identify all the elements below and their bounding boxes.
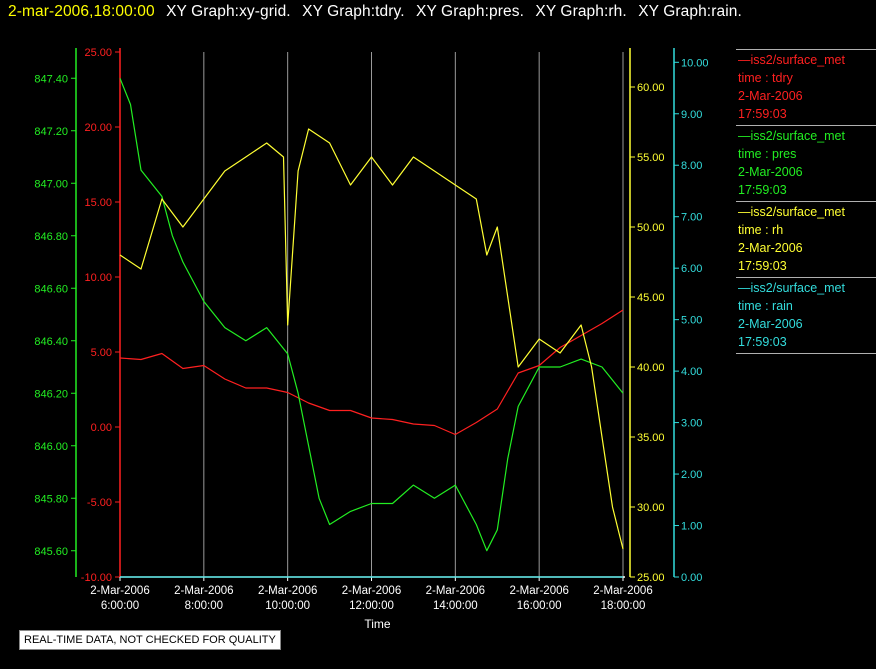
legend-entry-tdry[interactable]: —iss2/surface_met time : tdry 2-Mar-2006… [736,49,876,125]
tdry-tick-label-4: 10.00 [84,272,112,284]
rh-tick-label-2: 35.00 [637,432,665,444]
x-axis-title: Time [364,617,391,631]
title-graph-pres[interactable]: XY Graph:pres. [416,3,524,20]
rain-tick-label-7: 7.00 [681,212,702,224]
pres-tick-label-2: 846.00 [34,441,68,453]
x-tick-label-date-3: 2-Mar-2006 [342,585,401,597]
rh-tick-label-0: 25.00 [637,572,665,584]
legend-rain-date: 2-Mar-2006 [738,317,803,331]
x-tick-label-date-4: 2-Mar-2006 [426,585,485,597]
series-line-rh [119,128,624,550]
rh-tick-label-3: 40.00 [637,362,665,374]
rh-tick-label-1: 30.00 [637,502,665,514]
legend-rh-var: time : rh [738,223,784,237]
tdry-tick-label-7: 25.00 [84,47,112,59]
pres-tick-label-7: 847.00 [34,178,68,190]
graph-title-bar: 2-mar-2006,18:00:00 XY Graph:xy-grid. XY… [8,3,749,21]
legend-tdry-date: 2-Mar-2006 [738,89,803,103]
legend-rain-time: 17:59:03 [738,335,787,349]
legend-rh-time: 17:59:03 [738,259,787,273]
tdry-tick-label-2: 0.00 [91,422,112,434]
rain-tick-label-9: 9.00 [681,109,702,121]
rain-tick-label-1: 1.00 [681,521,702,533]
legend-rain-var: time : rain [738,299,793,313]
pres-tick-label-4: 846.40 [34,336,68,348]
x-tick-label-time-5: 16:00:00 [517,600,562,612]
title-graph-tdry[interactable]: XY Graph:tdry. [302,3,405,20]
rain-tick-label-10: 10.00 [681,57,709,69]
title-graph-xy-grid[interactable]: XY Graph:xy-grid. [166,3,291,20]
x-tick-label-date-6: 2-Mar-2006 [593,585,652,597]
tdry-tick-label-0: -10.00 [81,572,112,584]
legend-pres-var: time : pres [738,147,797,161]
x-tick-label-date-0: 2-Mar-2006 [90,585,149,597]
legend-entry-rh[interactable]: —iss2/surface_met time : rh 2-Mar-2006 1… [736,201,876,277]
title-graph-rain[interactable]: XY Graph:rain. [638,3,742,20]
rh-tick-label-6: 55.00 [637,152,665,164]
rain-tick-label-3: 3.00 [681,418,702,430]
legend: —iss2/surface_met time : tdry 2-Mar-2006… [736,49,876,354]
tdry-tick-label-6: 20.00 [84,122,112,134]
pres-tick-label-6: 846.80 [34,231,68,243]
legend-pres-date: 2-Mar-2006 [738,165,803,179]
rh-tick-label-5: 50.00 [637,222,665,234]
series-line-tdry [119,309,624,436]
x-tick-label-date-5: 2-Mar-2006 [509,585,568,597]
legend-rh-source: —iss2/surface_met [738,205,845,219]
rh-tick-label-7: 60.00 [637,82,665,94]
legend-tdry-source: —iss2/surface_met [738,53,845,67]
legend-tdry-time: 17:59:03 [738,107,787,121]
pres-tick-label-1: 845.80 [34,493,68,505]
x-tick-label-date-1: 2-Mar-2006 [174,585,233,597]
tdry-tick-label-5: 15.00 [84,197,112,209]
title-datetime: 2-mar-2006,18:00:00 [8,3,155,20]
x-tick-label-time-1: 8:00:00 [185,600,223,612]
rain-tick-label-2: 2.00 [681,469,702,481]
series-line-pres [119,78,624,552]
rain-tick-label-4: 4.00 [681,366,702,378]
legend-tdry-var: time : tdry [738,71,793,85]
x-tick-label-time-4: 14:00:00 [433,600,478,612]
rh-tick-label-4: 45.00 [637,292,665,304]
pres-tick-label-3: 846.20 [34,388,68,400]
rain-tick-label-5: 5.00 [681,315,702,327]
legend-pres-source: —iss2/surface_met [738,129,845,143]
title-graph-rh[interactable]: XY Graph:rh. [535,3,627,20]
pres-tick-label-9: 847.40 [34,73,68,85]
quality-note: REAL-TIME DATA, NOT CHECKED FOR QUALITY [19,630,281,650]
pres-tick-label-0: 845.60 [34,546,68,558]
pres-tick-label-8: 847.20 [34,126,68,138]
x-tick-label-time-6: 18:00:00 [601,600,646,612]
legend-entry-rain[interactable]: —iss2/surface_met time : rain 2-Mar-2006… [736,277,876,354]
tdry-tick-label-3: 5.00 [91,347,112,359]
pres-tick-label-5: 846.60 [34,283,68,295]
x-tick-label-date-2: 2-Mar-2006 [258,585,317,597]
tdry-tick-label-1: -5.00 [87,497,112,509]
rain-tick-label-0: 0.00 [681,572,702,584]
legend-pres-time: 17:59:03 [738,183,787,197]
x-tick-label-time-2: 10:00:00 [265,600,310,612]
legend-rain-source: —iss2/surface_met [738,281,845,295]
x-tick-label-time-3: 12:00:00 [349,600,394,612]
x-tick-label-time-0: 6:00:00 [101,600,139,612]
rain-tick-label-6: 6.00 [681,263,702,275]
rain-tick-label-8: 8.00 [681,160,702,172]
legend-entry-pres[interactable]: —iss2/surface_met time : pres 2-Mar-2006… [736,125,876,201]
legend-rh-date: 2-Mar-2006 [738,241,803,255]
